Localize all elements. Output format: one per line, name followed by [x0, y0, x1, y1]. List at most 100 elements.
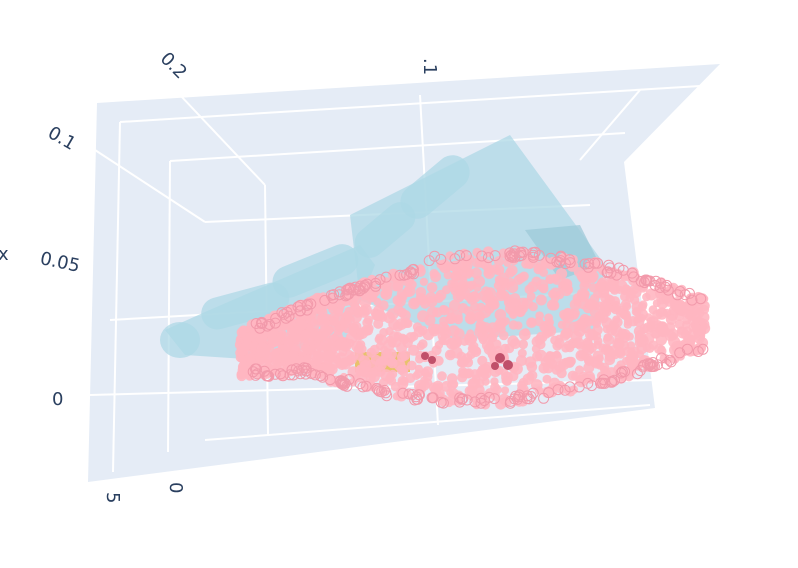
- cloud-point-edge: [521, 390, 533, 402]
- cloud-point: [565, 359, 574, 368]
- cloud-point: [575, 341, 585, 350]
- cloud-point: [518, 339, 528, 350]
- cloud-point: [531, 276, 542, 287]
- cloud-point: [615, 279, 628, 292]
- cloud-point: [586, 342, 597, 353]
- cloud-point: [395, 318, 408, 331]
- cloud-point: [560, 284, 573, 296]
- cloud-point: [538, 283, 549, 294]
- cloud-point-edge: [314, 370, 326, 382]
- cloud-point-edge: [507, 250, 519, 262]
- cloud-point: [674, 312, 684, 321]
- cloud-point-edge: [564, 254, 575, 266]
- cloud-point-edge: [256, 316, 268, 328]
- cloud-point-edge: [284, 369, 296, 381]
- cloud-point: [397, 375, 408, 386]
- cloud-point-edge: [654, 282, 666, 293]
- cloud-point: [469, 291, 481, 303]
- cloud-point: [484, 287, 496, 299]
- cloud-point-edge: [328, 289, 340, 301]
- cloud-point: [610, 321, 620, 331]
- cloud-point-edge: [309, 369, 321, 381]
- cloud-point: [343, 310, 352, 320]
- cloud-point-edge: [527, 249, 539, 261]
- cloud-point-edge: [276, 307, 288, 319]
- cloud-point: [466, 329, 475, 338]
- cloud-point: [625, 332, 634, 341]
- cloud-point-edge: [589, 257, 601, 269]
- cloud-point: [336, 300, 346, 310]
- cloud-point: [592, 324, 603, 336]
- cloud-point-edge: [661, 279, 673, 291]
- cloud-point-edge: [655, 277, 667, 289]
- cloud-point: [602, 324, 612, 334]
- cloud-point-edge: [504, 247, 516, 259]
- cloud-point: [433, 387, 445, 400]
- cloud-point: [602, 307, 612, 317]
- cloud-point-edge: [454, 392, 466, 404]
- cloud-point-edge: [613, 262, 625, 274]
- cloud-point: [375, 358, 387, 371]
- cloud-point: [446, 388, 455, 397]
- cloud-point-edge: [611, 269, 623, 281]
- cloud-point: [321, 342, 332, 353]
- cloud-point-edge: [305, 298, 317, 310]
- cloud-point-edge: [660, 358, 672, 370]
- cloud-point: [429, 326, 440, 337]
- cloud-point: [610, 304, 621, 315]
- cloud-point: [633, 308, 642, 317]
- cloud-point: [658, 325, 670, 338]
- cloud-point: [470, 346, 482, 357]
- cloud-point: [577, 290, 590, 302]
- cloud-point: [509, 338, 521, 349]
- cloud-point: [522, 373, 534, 385]
- cloud-point: [256, 330, 268, 342]
- cloud-point-edge: [286, 364, 298, 376]
- cloud-point: [460, 337, 469, 346]
- cloud-point-edge: [533, 249, 545, 261]
- cloud-point: [582, 271, 592, 281]
- cloud-point: [579, 280, 590, 291]
- cloud-point: [444, 349, 456, 361]
- cloud-point-edge: [269, 368, 281, 380]
- cloud-point: [434, 340, 444, 350]
- cloud-point: [328, 304, 338, 314]
- cloud-point-edge: [543, 387, 555, 399]
- cloud-point: [634, 332, 646, 344]
- cloud-point: [499, 330, 509, 341]
- cloud-point: [333, 325, 344, 336]
- cloud-point: [585, 298, 597, 311]
- cloud-point-edge: [343, 288, 355, 300]
- cloud-point: [676, 351, 685, 361]
- cloud-point: [417, 294, 428, 306]
- cloud-point-edge: [251, 363, 262, 375]
- cloud-point-edge: [645, 359, 656, 371]
- cloud-point-edge: [343, 374, 355, 385]
- cloud-point: [493, 256, 505, 267]
- cloud-point: [494, 264, 505, 276]
- cloud-point-edge: [475, 397, 487, 409]
- cloud-point-edge: [488, 393, 500, 405]
- cloud-point: [480, 259, 492, 271]
- cloud-point: [449, 260, 462, 273]
- cloud-point: [282, 342, 293, 352]
- cloud-point: [441, 323, 450, 333]
- cloud-point: [397, 351, 408, 363]
- cloud-point: [349, 351, 359, 361]
- cloud-point: [439, 305, 448, 314]
- cloud-point: [449, 299, 461, 312]
- cloud-point-edge: [437, 397, 449, 409]
- cloud-point-edge: [649, 279, 661, 291]
- cloud-point: [693, 344, 704, 355]
- cloud-point-edge: [573, 381, 585, 393]
- cloud-point: [339, 341, 351, 352]
- cloud-point: [323, 355, 334, 365]
- cloud-point: [443, 270, 453, 280]
- cloud-point-edge: [695, 293, 707, 305]
- cloud-point-edge: [435, 253, 447, 265]
- cloud-point: [292, 333, 303, 345]
- cloud-point-edge: [605, 376, 617, 388]
- cloud-point: [479, 306, 492, 319]
- cloud-point: [470, 267, 482, 279]
